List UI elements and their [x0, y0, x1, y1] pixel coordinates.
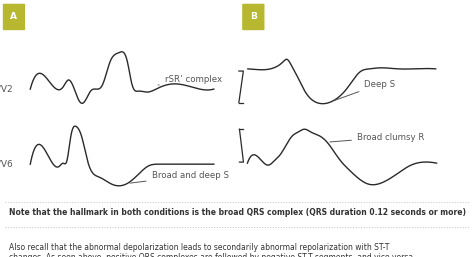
FancyBboxPatch shape	[242, 4, 264, 30]
Text: Also recall that the abnormal depolarization leads to secondarily abnormal repol: Also recall that the abnormal depolariza…	[9, 243, 416, 257]
Text: V1/V2: V1/V2	[0, 85, 14, 94]
FancyBboxPatch shape	[3, 4, 25, 30]
Text: Deep S: Deep S	[335, 79, 395, 100]
Text: Broad clumsy R: Broad clumsy R	[330, 133, 424, 142]
Text: B: B	[250, 12, 256, 22]
Text: Note that the hallmark in both conditions is the broad QRS complex (QRS duration: Note that the hallmark in both condition…	[9, 208, 466, 217]
Text: rSR’ complex: rSR’ complex	[158, 76, 222, 85]
Text: V5/V6: V5/V6	[0, 160, 14, 169]
Text: Right bundle branch block (RBBB): Right bundle branch block (RBBB)	[27, 12, 194, 22]
Text: Left bundle branch block (LBBB): Left bundle branch block (LBBB)	[266, 12, 424, 22]
Text: A: A	[10, 12, 18, 22]
Text: Broad and deep S: Broad and deep S	[130, 171, 228, 183]
